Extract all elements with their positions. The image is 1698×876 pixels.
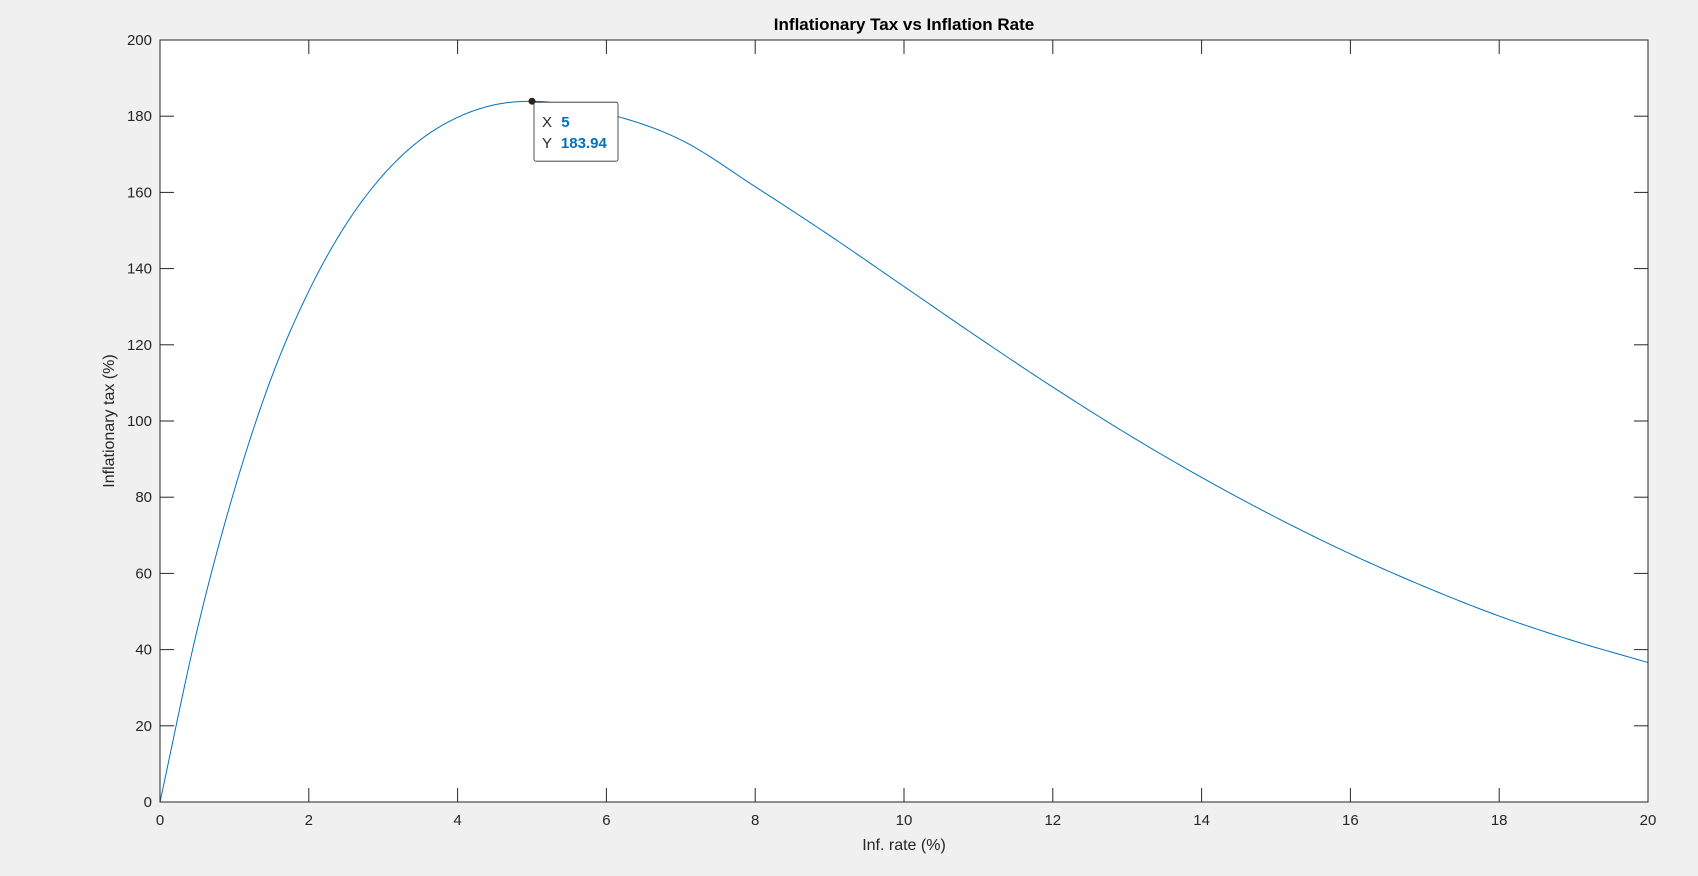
x-tick-label: 8	[751, 812, 759, 829]
y-tick-label: 40	[135, 642, 152, 659]
y-tick-label: 200	[127, 32, 152, 49]
datatip-y-value: 183.94	[561, 135, 608, 152]
axes[interactable]: 0 2 4 6 8 10 12 14 16 18 20 0 20 40 60 80 100 120 140 160 1…	[127, 32, 1656, 829]
x-tick-label: 10	[896, 812, 913, 829]
datatip-marker[interactable]	[528, 97, 536, 105]
x-tick-label: 16	[1342, 812, 1359, 829]
x-tick-label: 4	[453, 812, 461, 829]
x-tick-labels: 0 2 4 6 8 10 12 14 16 18 20	[156, 812, 1657, 829]
y-tick-label: 100	[127, 413, 152, 430]
y-tick-label: 140	[127, 261, 152, 278]
x-tick-label: 20	[1640, 812, 1657, 829]
x-tick-label: 0	[156, 812, 164, 829]
y-tick-label: 120	[127, 337, 152, 354]
y-tick-label: 0	[144, 794, 152, 811]
x-tick-label: 12	[1044, 812, 1061, 829]
datatip-x-value: 5	[561, 114, 569, 131]
datatip-y-label: Y	[542, 135, 552, 152]
axes-background	[160, 40, 1648, 802]
datatip[interactable]: X 5 Y 183.94	[528, 97, 619, 162]
y-tick-label: 80	[135, 489, 152, 506]
data-line[interactable]	[159, 100, 1649, 803]
y-tick-label: 60	[135, 565, 152, 582]
y-tick-label: 20	[135, 718, 152, 735]
x-tick-label: 6	[602, 812, 610, 829]
y-tick-labels: 0 20 40 60 80 100 120 140 160 180 200	[127, 32, 152, 811]
datatip-x-label: X	[542, 114, 552, 131]
x-tick-label: 18	[1491, 812, 1508, 829]
datatip-x-row: X 5	[542, 114, 570, 131]
y-tick-label: 160	[127, 184, 152, 201]
datatip-y-row: Y 183.94	[542, 135, 607, 152]
y-axis-label: Inflationary tax (%)	[101, 354, 118, 487]
datatip-box	[533, 101, 619, 162]
x-axis-label: Inf. rate (%)	[862, 837, 946, 854]
y-tick-label: 180	[127, 108, 152, 125]
x-tick-label: 14	[1193, 812, 1210, 829]
chart-title: Inflationary Tax vs Inflation Rate	[774, 15, 1034, 34]
x-tick-label: 2	[305, 812, 313, 829]
axes-box	[159, 39, 1649, 803]
